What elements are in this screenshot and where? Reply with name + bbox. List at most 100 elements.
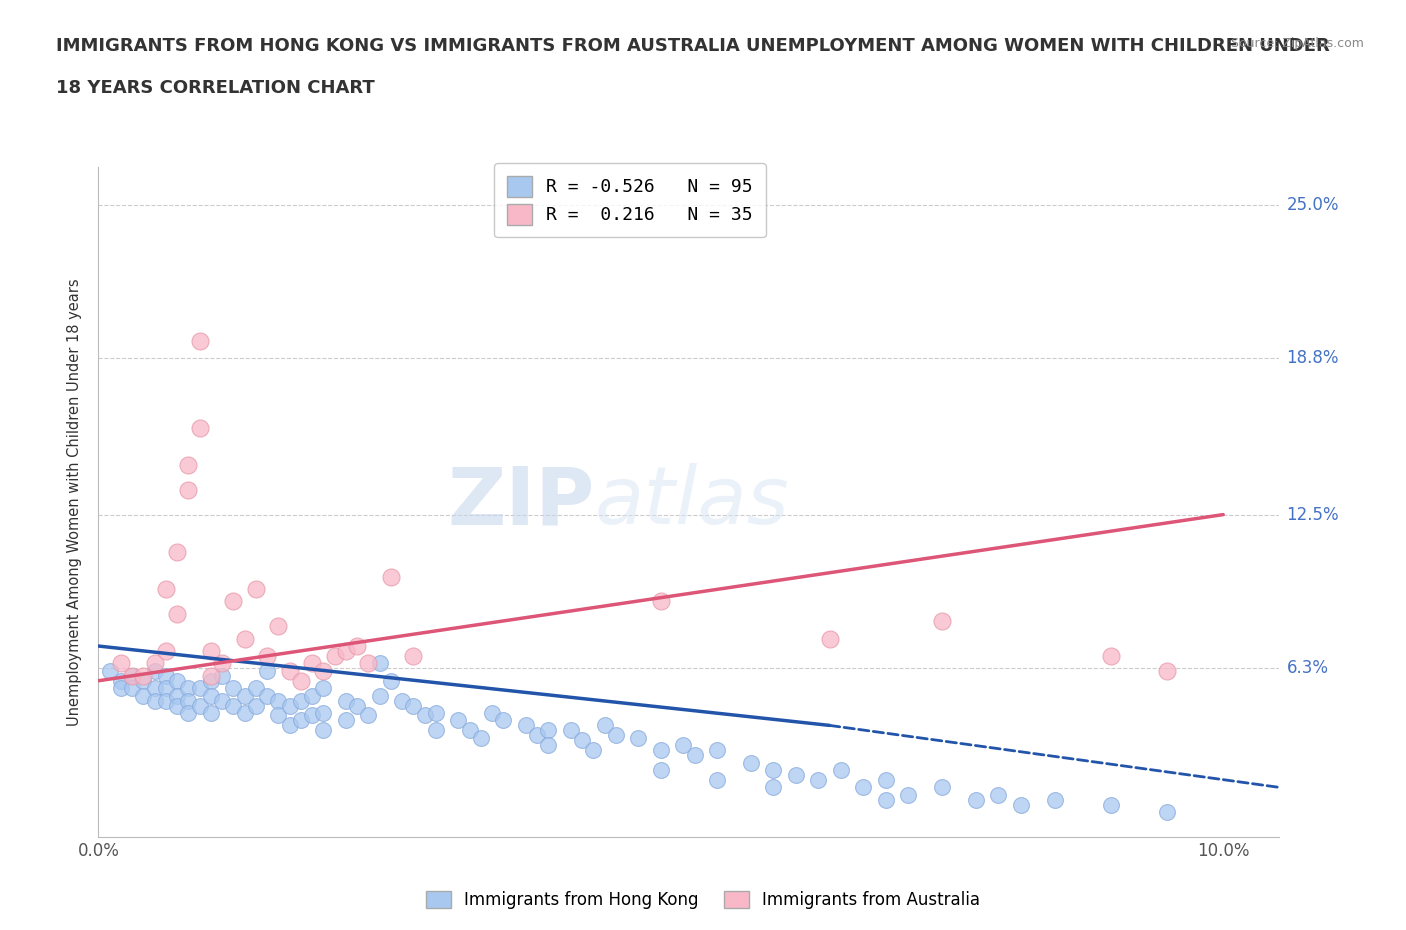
Point xyxy=(1043,792,1066,807)
Point xyxy=(143,693,166,708)
Point xyxy=(211,656,233,671)
Point xyxy=(582,743,605,758)
Point xyxy=(965,792,987,807)
Point xyxy=(785,767,807,782)
Point xyxy=(391,693,413,708)
Point xyxy=(762,780,785,795)
Point xyxy=(200,706,222,721)
Point xyxy=(132,669,155,684)
Point xyxy=(222,698,245,713)
Point xyxy=(762,763,785,777)
Point xyxy=(290,693,312,708)
Point xyxy=(1156,663,1178,678)
Point xyxy=(245,681,267,696)
Point xyxy=(177,483,200,498)
Point xyxy=(605,728,627,743)
Point xyxy=(98,663,121,678)
Point xyxy=(278,663,301,678)
Point xyxy=(256,648,278,663)
Point xyxy=(188,334,211,349)
Point xyxy=(312,706,335,721)
Point xyxy=(380,569,402,584)
Text: IMMIGRANTS FROM HONG KONG VS IMMIGRANTS FROM AUSTRALIA UNEMPLOYMENT AMONG WOMEN : IMMIGRANTS FROM HONG KONG VS IMMIGRANTS … xyxy=(56,37,1330,55)
Point xyxy=(301,708,323,723)
Point xyxy=(1099,797,1122,812)
Point xyxy=(132,673,155,688)
Point xyxy=(931,614,953,629)
Legend: Immigrants from Hong Kong, Immigrants from Australia: Immigrants from Hong Kong, Immigrants fr… xyxy=(418,883,988,917)
Point xyxy=(312,681,335,696)
Text: ZIP: ZIP xyxy=(447,463,595,541)
Point xyxy=(425,723,447,737)
Point xyxy=(537,723,560,737)
Point xyxy=(593,718,616,733)
Point xyxy=(110,656,132,671)
Point xyxy=(267,708,290,723)
Point xyxy=(335,713,357,728)
Point xyxy=(413,708,436,723)
Point xyxy=(121,669,143,684)
Text: atlas: atlas xyxy=(595,463,789,541)
Point xyxy=(166,688,188,703)
Point xyxy=(560,723,582,737)
Point xyxy=(200,644,222,658)
Point xyxy=(312,663,335,678)
Point xyxy=(155,681,177,696)
Point xyxy=(188,698,211,713)
Point xyxy=(301,656,323,671)
Point xyxy=(200,673,222,688)
Point xyxy=(155,693,177,708)
Text: 18 YEARS CORRELATION CHART: 18 YEARS CORRELATION CHART xyxy=(56,79,375,97)
Point xyxy=(188,681,211,696)
Point xyxy=(200,669,222,684)
Text: 12.5%: 12.5% xyxy=(1286,506,1339,524)
Point xyxy=(537,737,560,752)
Point xyxy=(706,743,728,758)
Point xyxy=(683,748,706,763)
Point xyxy=(425,706,447,721)
Point xyxy=(492,713,515,728)
Point xyxy=(458,723,481,737)
Point xyxy=(526,728,548,743)
Point xyxy=(818,631,841,646)
Point xyxy=(627,730,650,745)
Point xyxy=(166,698,188,713)
Point xyxy=(368,656,391,671)
Point xyxy=(233,706,256,721)
Point xyxy=(481,706,503,721)
Point xyxy=(402,698,425,713)
Point xyxy=(335,693,357,708)
Point xyxy=(256,688,278,703)
Point xyxy=(245,581,267,596)
Point xyxy=(166,606,188,621)
Point xyxy=(256,663,278,678)
Point xyxy=(380,673,402,688)
Point xyxy=(301,688,323,703)
Point xyxy=(650,763,672,777)
Point xyxy=(121,681,143,696)
Point xyxy=(875,792,897,807)
Point xyxy=(650,594,672,609)
Point xyxy=(357,656,380,671)
Point xyxy=(402,648,425,663)
Text: 18.8%: 18.8% xyxy=(1286,350,1339,367)
Point xyxy=(346,639,368,654)
Point xyxy=(211,693,233,708)
Point xyxy=(233,631,256,646)
Point xyxy=(807,773,830,788)
Point xyxy=(222,594,245,609)
Point xyxy=(278,698,301,713)
Point xyxy=(245,698,267,713)
Point xyxy=(987,788,1010,803)
Point xyxy=(177,458,200,472)
Point xyxy=(166,544,188,559)
Text: Source: ZipAtlas.com: Source: ZipAtlas.com xyxy=(1230,37,1364,50)
Point xyxy=(143,663,166,678)
Text: 25.0%: 25.0% xyxy=(1286,195,1339,214)
Point xyxy=(1156,804,1178,819)
Point xyxy=(278,718,301,733)
Point xyxy=(155,669,177,684)
Y-axis label: Unemployment Among Women with Children Under 18 years: Unemployment Among Women with Children U… xyxy=(67,278,83,726)
Point xyxy=(200,688,222,703)
Point xyxy=(267,693,290,708)
